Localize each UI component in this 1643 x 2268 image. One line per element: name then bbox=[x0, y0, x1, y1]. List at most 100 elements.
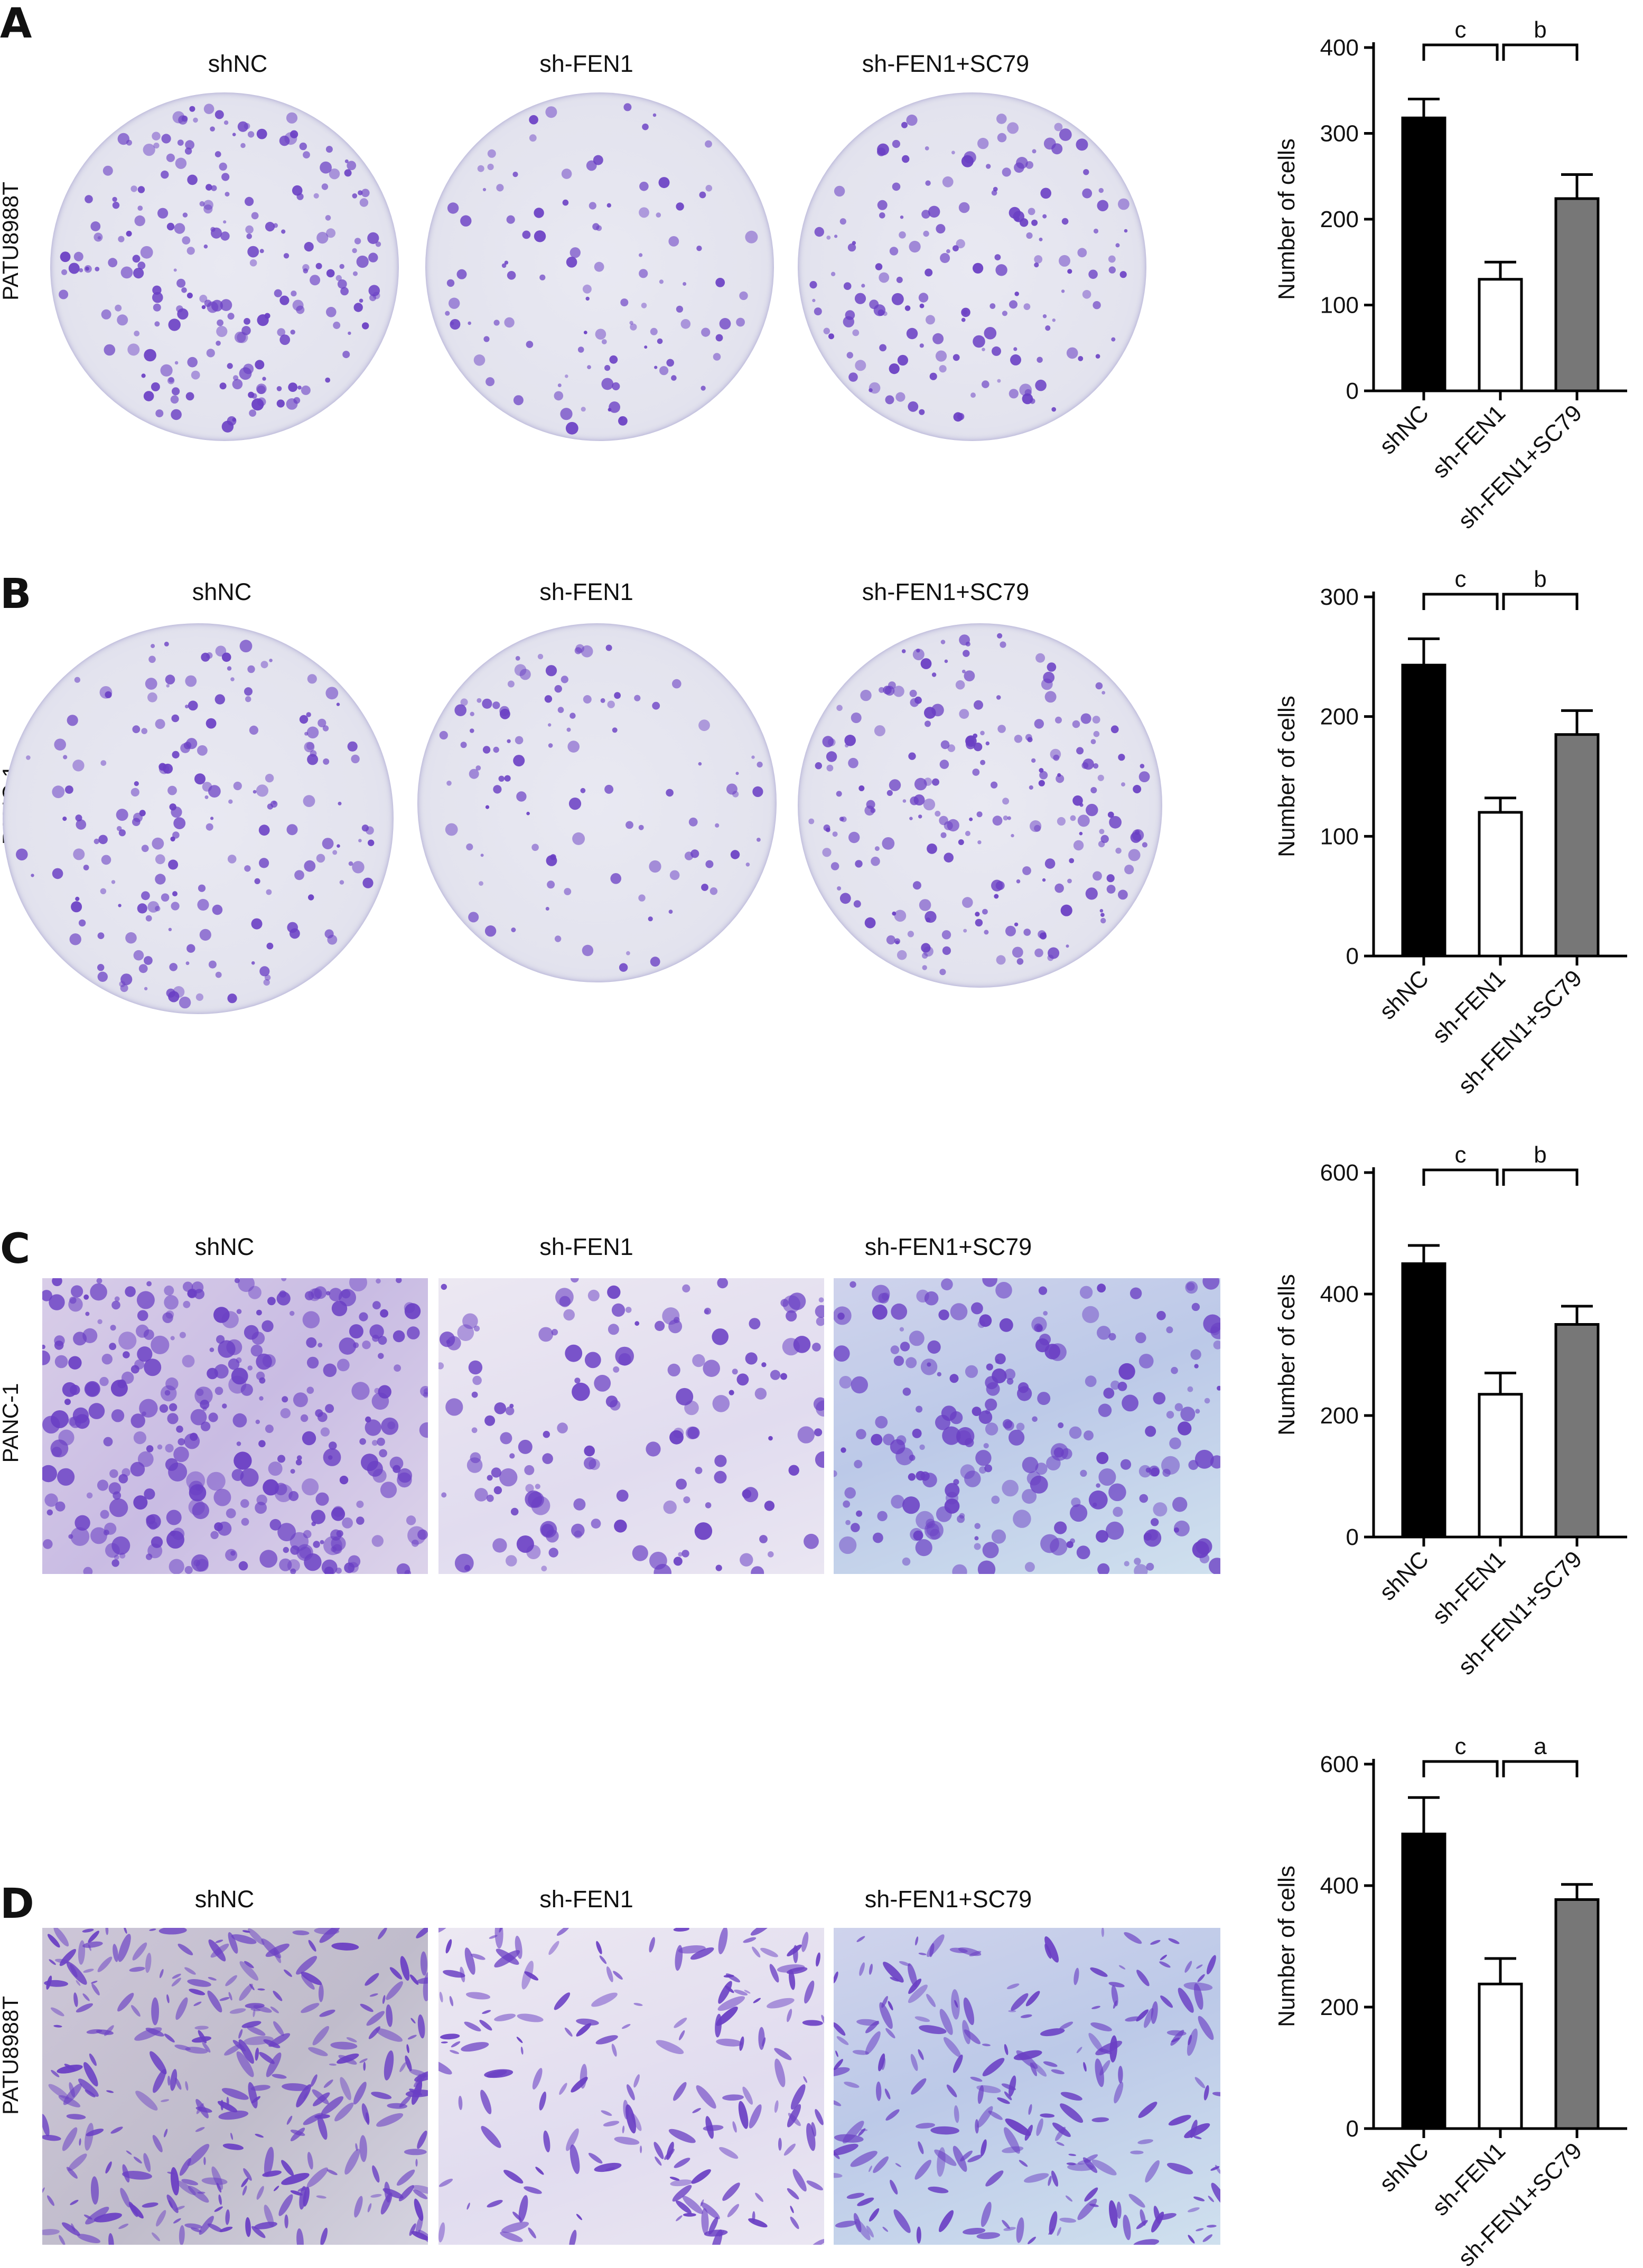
colony-plate-sh-fen1 bbox=[417, 623, 777, 982]
significance-label: b bbox=[1534, 1142, 1546, 1168]
stained-cells bbox=[834, 1928, 1220, 2245]
bar-0 bbox=[1401, 663, 1446, 958]
y-axis-label: Number of cells bbox=[1274, 696, 1300, 857]
panel-letter: B bbox=[0, 570, 32, 618]
x-tick-label: shNC bbox=[1375, 1546, 1434, 1605]
bar-2 bbox=[1554, 197, 1600, 392]
image-label-shnc: shNC bbox=[194, 1886, 255, 1913]
panel-letter: C bbox=[0, 1225, 31, 1273]
bar-1 bbox=[1478, 1982, 1523, 2130]
bar-0 bbox=[1401, 1832, 1446, 2130]
significance-bracket bbox=[1422, 1760, 1499, 1777]
significance-bracket bbox=[1502, 43, 1579, 61]
significance-bracket bbox=[1502, 593, 1579, 610]
colony-plate-sh-fen1-sc79 bbox=[798, 92, 1146, 441]
y-axis-label: Number of cells bbox=[1274, 1274, 1300, 1436]
image-label-shnc: shNC bbox=[194, 1233, 255, 1260]
significance-bracket bbox=[1422, 593, 1499, 610]
row-label: PATU8988T bbox=[0, 182, 23, 301]
colony-dots bbox=[445, 103, 758, 435]
row-label: PANC-1 bbox=[0, 1383, 23, 1463]
x-tick-label: shNC bbox=[1375, 965, 1434, 1024]
significance-bracket bbox=[1502, 1760, 1579, 1777]
y-tick-label: 200 bbox=[1320, 1994, 1359, 2020]
image-label-sh-fen1: sh-FEN1 bbox=[539, 1886, 633, 1913]
significance-label: b bbox=[1534, 17, 1546, 43]
colony-dots bbox=[16, 640, 375, 1009]
bar-0 bbox=[1401, 116, 1446, 392]
y-tick-label: 100 bbox=[1320, 293, 1359, 318]
significance-label: c bbox=[1455, 566, 1467, 592]
image-label-sh-fen1: sh-FEN1 bbox=[539, 1233, 633, 1260]
y-tick-label: 200 bbox=[1320, 1403, 1359, 1429]
y-tick-label: 100 bbox=[1320, 823, 1359, 849]
x-tick-label: shNC bbox=[1375, 2138, 1434, 2197]
row-label: PATU8988T bbox=[0, 1996, 23, 2115]
bar-1 bbox=[1478, 278, 1523, 392]
colony-dots bbox=[809, 114, 1129, 422]
significance-label: c bbox=[1455, 1142, 1467, 1168]
significance-bracket bbox=[1502, 1168, 1579, 1186]
colony-dots bbox=[439, 644, 763, 972]
micrograph-shnc bbox=[42, 1928, 428, 2245]
image-label-sh-fen1-sc79: sh-FEN1+SC79 bbox=[864, 1233, 1032, 1260]
colony-plate-shnc bbox=[50, 92, 399, 441]
image-label-shnc: shNC bbox=[208, 50, 268, 77]
panel-a: A PATU8988T shNC sh-FEN1 sh-FEN1+SC79 0 1… bbox=[0, 0, 1643, 534]
y-tick-label: 0 bbox=[1346, 2116, 1359, 2142]
colony-plate-shnc bbox=[3, 623, 394, 1014]
panel-letter: A bbox=[0, 0, 32, 48]
y-tick-label: 600 bbox=[1320, 1160, 1359, 1186]
stained-cells bbox=[42, 1928, 428, 2245]
stained-cells bbox=[438, 1928, 824, 2245]
y-tick-label: 0 bbox=[1346, 943, 1359, 969]
panel-c: C PANC-1 shNC sh-FEN1 sh-FEN1+SC79 0 200 4… bbox=[0, 1136, 1643, 1695]
significance-bracket bbox=[1422, 43, 1499, 61]
bar-2 bbox=[1554, 1898, 1600, 2130]
colony-dots bbox=[59, 104, 381, 433]
y-tick-label: 400 bbox=[1320, 35, 1359, 61]
x-tick-label: shNC bbox=[1375, 400, 1434, 459]
colony-plate-sh-fen1-sc79 bbox=[798, 623, 1162, 988]
y-axis-label: Number of cells bbox=[1274, 1866, 1300, 2027]
bar-0 bbox=[1401, 1262, 1446, 1539]
y-tick-label: 200 bbox=[1320, 704, 1359, 730]
colony-plate-sh-fen1 bbox=[425, 92, 774, 441]
micrograph-sh-fen1-sc79 bbox=[834, 1928, 1220, 2245]
significance-bracket bbox=[1422, 1168, 1499, 1186]
image-label-shnc: shNC bbox=[192, 578, 252, 605]
significance-label: c bbox=[1455, 1733, 1467, 1759]
y-tick-label: 0 bbox=[1346, 378, 1359, 404]
bar-2 bbox=[1554, 733, 1600, 958]
micrograph-shnc bbox=[42, 1278, 428, 1574]
image-label-sh-fen1-sc79: sh-FEN1+SC79 bbox=[862, 50, 1030, 77]
y-tick-label: 600 bbox=[1320, 1751, 1359, 1777]
panel-letter: D bbox=[0, 1880, 34, 1928]
significance-label: b bbox=[1534, 566, 1546, 592]
y-axis-label: Number of cells bbox=[1274, 138, 1300, 300]
image-label-sh-fen1-sc79: sh-FEN1+SC79 bbox=[864, 1886, 1032, 1913]
micrograph-sh-fen1 bbox=[438, 1928, 824, 2245]
y-tick-label: 400 bbox=[1320, 1873, 1359, 1899]
micrograph-sh-fen1 bbox=[438, 1278, 824, 1574]
image-label-sh-fen1: sh-FEN1 bbox=[539, 578, 633, 605]
y-tick-label: 200 bbox=[1320, 207, 1359, 232]
significance-label: a bbox=[1534, 1733, 1547, 1759]
significance-label: c bbox=[1455, 17, 1467, 43]
y-tick-label: 400 bbox=[1320, 1281, 1359, 1307]
y-tick-label: 300 bbox=[1320, 584, 1359, 610]
bar-1 bbox=[1478, 1393, 1523, 1539]
panel-d: D PATU8988T shNC sh-FEN1 sh-FEN1+SC79 0 2… bbox=[0, 1727, 1643, 2268]
y-tick-label: 300 bbox=[1320, 121, 1359, 147]
panel-b: B PANC-1 shNC sh-FEN1 sh-FEN1+SC79 01002… bbox=[0, 560, 1643, 1099]
bar-2 bbox=[1554, 1323, 1600, 1539]
colony-dots bbox=[808, 633, 1150, 976]
stained-cells bbox=[834, 1278, 1220, 1574]
stained-cells bbox=[438, 1278, 824, 1574]
image-label-sh-fen1-sc79: sh-FEN1+SC79 bbox=[862, 578, 1030, 605]
stained-cells bbox=[42, 1278, 428, 1574]
image-label-sh-fen1: sh-FEN1 bbox=[539, 50, 633, 77]
